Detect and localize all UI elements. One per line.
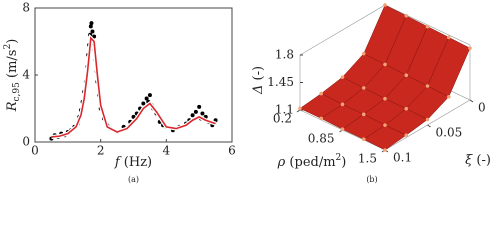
y-tick-label: 0 — [22, 135, 30, 149]
data-point — [88, 24, 93, 29]
label-part: ) — [341, 155, 346, 170]
x-tick-label: 6 — [228, 144, 236, 158]
surface-point — [404, 106, 409, 111]
surface-point — [298, 106, 302, 111]
surface-point — [361, 51, 366, 56]
y-tick-label: 0.05 — [436, 126, 463, 140]
surface-point — [361, 137, 366, 142]
x-tick — [296, 109, 301, 113]
label-part: ρ — [277, 155, 286, 170]
z-tick-label: 1.8 — [275, 48, 294, 62]
label-part: (ped/m — [285, 155, 335, 170]
surface-point — [404, 13, 409, 18]
surface-point — [425, 84, 430, 88]
label-part: R — [5, 101, 20, 112]
label-part: (Hz) — [120, 155, 152, 170]
y-axis-label: ξ (-) — [465, 153, 491, 168]
caption: (b) — [366, 175, 377, 184]
surface-point — [383, 3, 387, 7]
surface-point — [468, 46, 472, 50]
label-part: (m/s — [5, 50, 20, 83]
y-tick — [469, 99, 474, 103]
surface-point — [340, 102, 345, 107]
surface-point — [425, 117, 430, 122]
surface-point — [319, 91, 324, 96]
x-tick-label: 1.5 — [358, 152, 377, 166]
surface-point — [404, 73, 409, 78]
surface-point — [340, 75, 345, 79]
label-part: ) — [5, 39, 20, 44]
fit-line — [51, 36, 216, 138]
label-part: 2 — [3, 44, 13, 50]
y-tick-label: 0 — [478, 101, 486, 115]
label-part: 2 — [336, 153, 342, 163]
data-point — [141, 101, 146, 106]
data-point — [90, 29, 95, 34]
x-tick-label: 0.85 — [308, 132, 335, 146]
surface-point — [446, 35, 451, 40]
data-point — [193, 109, 198, 114]
x-axis-label: ρ (ped/m2) — [277, 153, 347, 170]
x-tick-label: 2 — [97, 144, 105, 158]
data-point — [144, 96, 149, 101]
caption: (a) — [128, 175, 139, 184]
surface-point — [361, 112, 366, 117]
data-point — [190, 113, 195, 118]
y-tick-label: 0.1 — [393, 151, 412, 165]
x-tick-label: 0.2 — [273, 112, 292, 126]
surface-point — [404, 133, 409, 137]
surface-point — [446, 94, 451, 99]
y-tick — [427, 124, 431, 128]
z-axis-label: Δ (-) — [251, 66, 266, 95]
label-part: c,95 — [12, 82, 22, 102]
surface-point — [383, 96, 387, 101]
surface-point — [383, 123, 387, 127]
surface-point — [383, 62, 387, 67]
x-axis-label: f (Hz) — [114, 155, 152, 170]
z-tick-label: 1.1 — [275, 103, 294, 117]
z-tick-label: 1.45 — [267, 75, 294, 89]
label-part: f — [114, 155, 122, 170]
surface-point — [361, 86, 366, 90]
y-tick-label: 4 — [22, 68, 30, 82]
data-point — [200, 111, 205, 116]
x-tick-label: 0 — [31, 144, 39, 158]
surface-point — [425, 24, 430, 29]
data-point — [89, 21, 94, 26]
y-tick-label: 8 — [22, 1, 30, 15]
data-point — [92, 34, 97, 39]
data-point — [131, 114, 136, 119]
data-point — [197, 104, 202, 109]
y-axis-label: Rc,95 (m/s2) — [3, 39, 22, 113]
surface-point — [383, 148, 387, 152]
data-point — [147, 93, 152, 98]
label-part: (-) — [472, 153, 491, 168]
surface-point — [319, 116, 324, 121]
label-part: Δ — [251, 85, 266, 95]
label-part: (-) — [251, 66, 266, 85]
label-part: ξ — [465, 153, 473, 168]
surface-point — [340, 127, 345, 132]
x-tick-label: 4 — [163, 144, 171, 158]
